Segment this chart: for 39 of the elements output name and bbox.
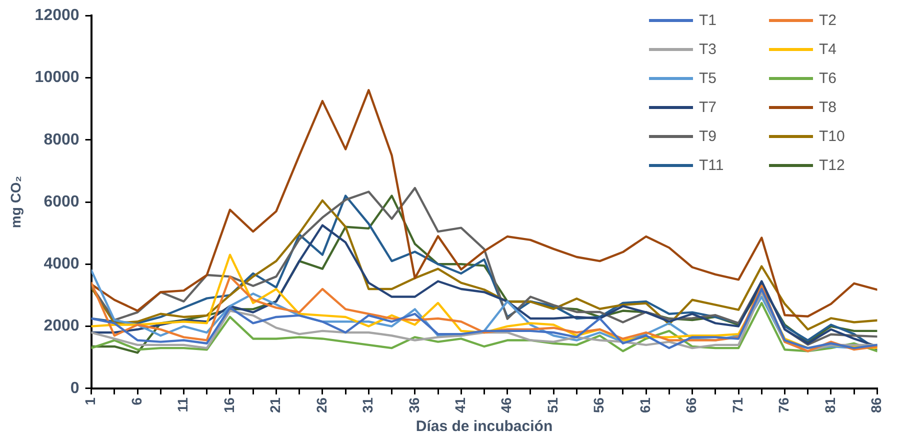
y-tick-label: 12000 — [34, 7, 80, 24]
legend-label: T1 — [699, 12, 717, 29]
legend-label: T9 — [699, 128, 717, 145]
x-axis-title: Días de incubación — [416, 418, 553, 436]
legend-label: T4 — [819, 41, 837, 58]
x-tick-label: 81 — [822, 397, 838, 414]
x-tick-label: 66 — [683, 397, 700, 414]
x-tick-label: 16 — [220, 397, 237, 414]
y-tick-label: 10000 — [34, 69, 80, 86]
y-tick-label: 2000 — [44, 318, 80, 335]
legend-label: T10 — [819, 128, 845, 145]
x-tick-label: 36 — [406, 397, 422, 414]
legend-label: T5 — [699, 70, 717, 87]
y-tick-label: 0 — [70, 380, 80, 397]
legend-label: T8 — [819, 99, 837, 116]
x-tick-label: 51 — [544, 397, 560, 414]
legend-label: T11 — [699, 157, 724, 174]
x-tick-label: 61 — [636, 397, 653, 414]
y-tick-label: 6000 — [44, 193, 80, 210]
x-tick-label: 1 — [82, 397, 98, 406]
x-tick-label: 31 — [360, 397, 376, 414]
x-tick-label: 86 — [868, 397, 884, 414]
legend-label: T12 — [819, 157, 845, 174]
x-tick-label: 6 — [128, 397, 144, 406]
legend-label: T2 — [819, 12, 837, 29]
x-tick-label: 41 — [452, 397, 468, 414]
legend-label: T3 — [699, 41, 717, 58]
x-tick-label: 46 — [498, 397, 514, 414]
x-tick-label: 21 — [267, 397, 284, 414]
x-tick-label: 76 — [776, 397, 792, 414]
x-tick-label: 56 — [590, 397, 607, 414]
x-tick-label: 26 — [313, 397, 330, 414]
y-tick-label: 8000 — [44, 131, 80, 148]
x-tick-label: 71 — [729, 397, 746, 414]
legend-label: T6 — [819, 70, 837, 87]
legend-label: T7 — [699, 99, 717, 116]
y-axis-title: mg CO₂ — [7, 176, 24, 228]
x-tick-label: 11 — [174, 397, 191, 412]
y-tick-label: 4000 — [44, 256, 80, 273]
